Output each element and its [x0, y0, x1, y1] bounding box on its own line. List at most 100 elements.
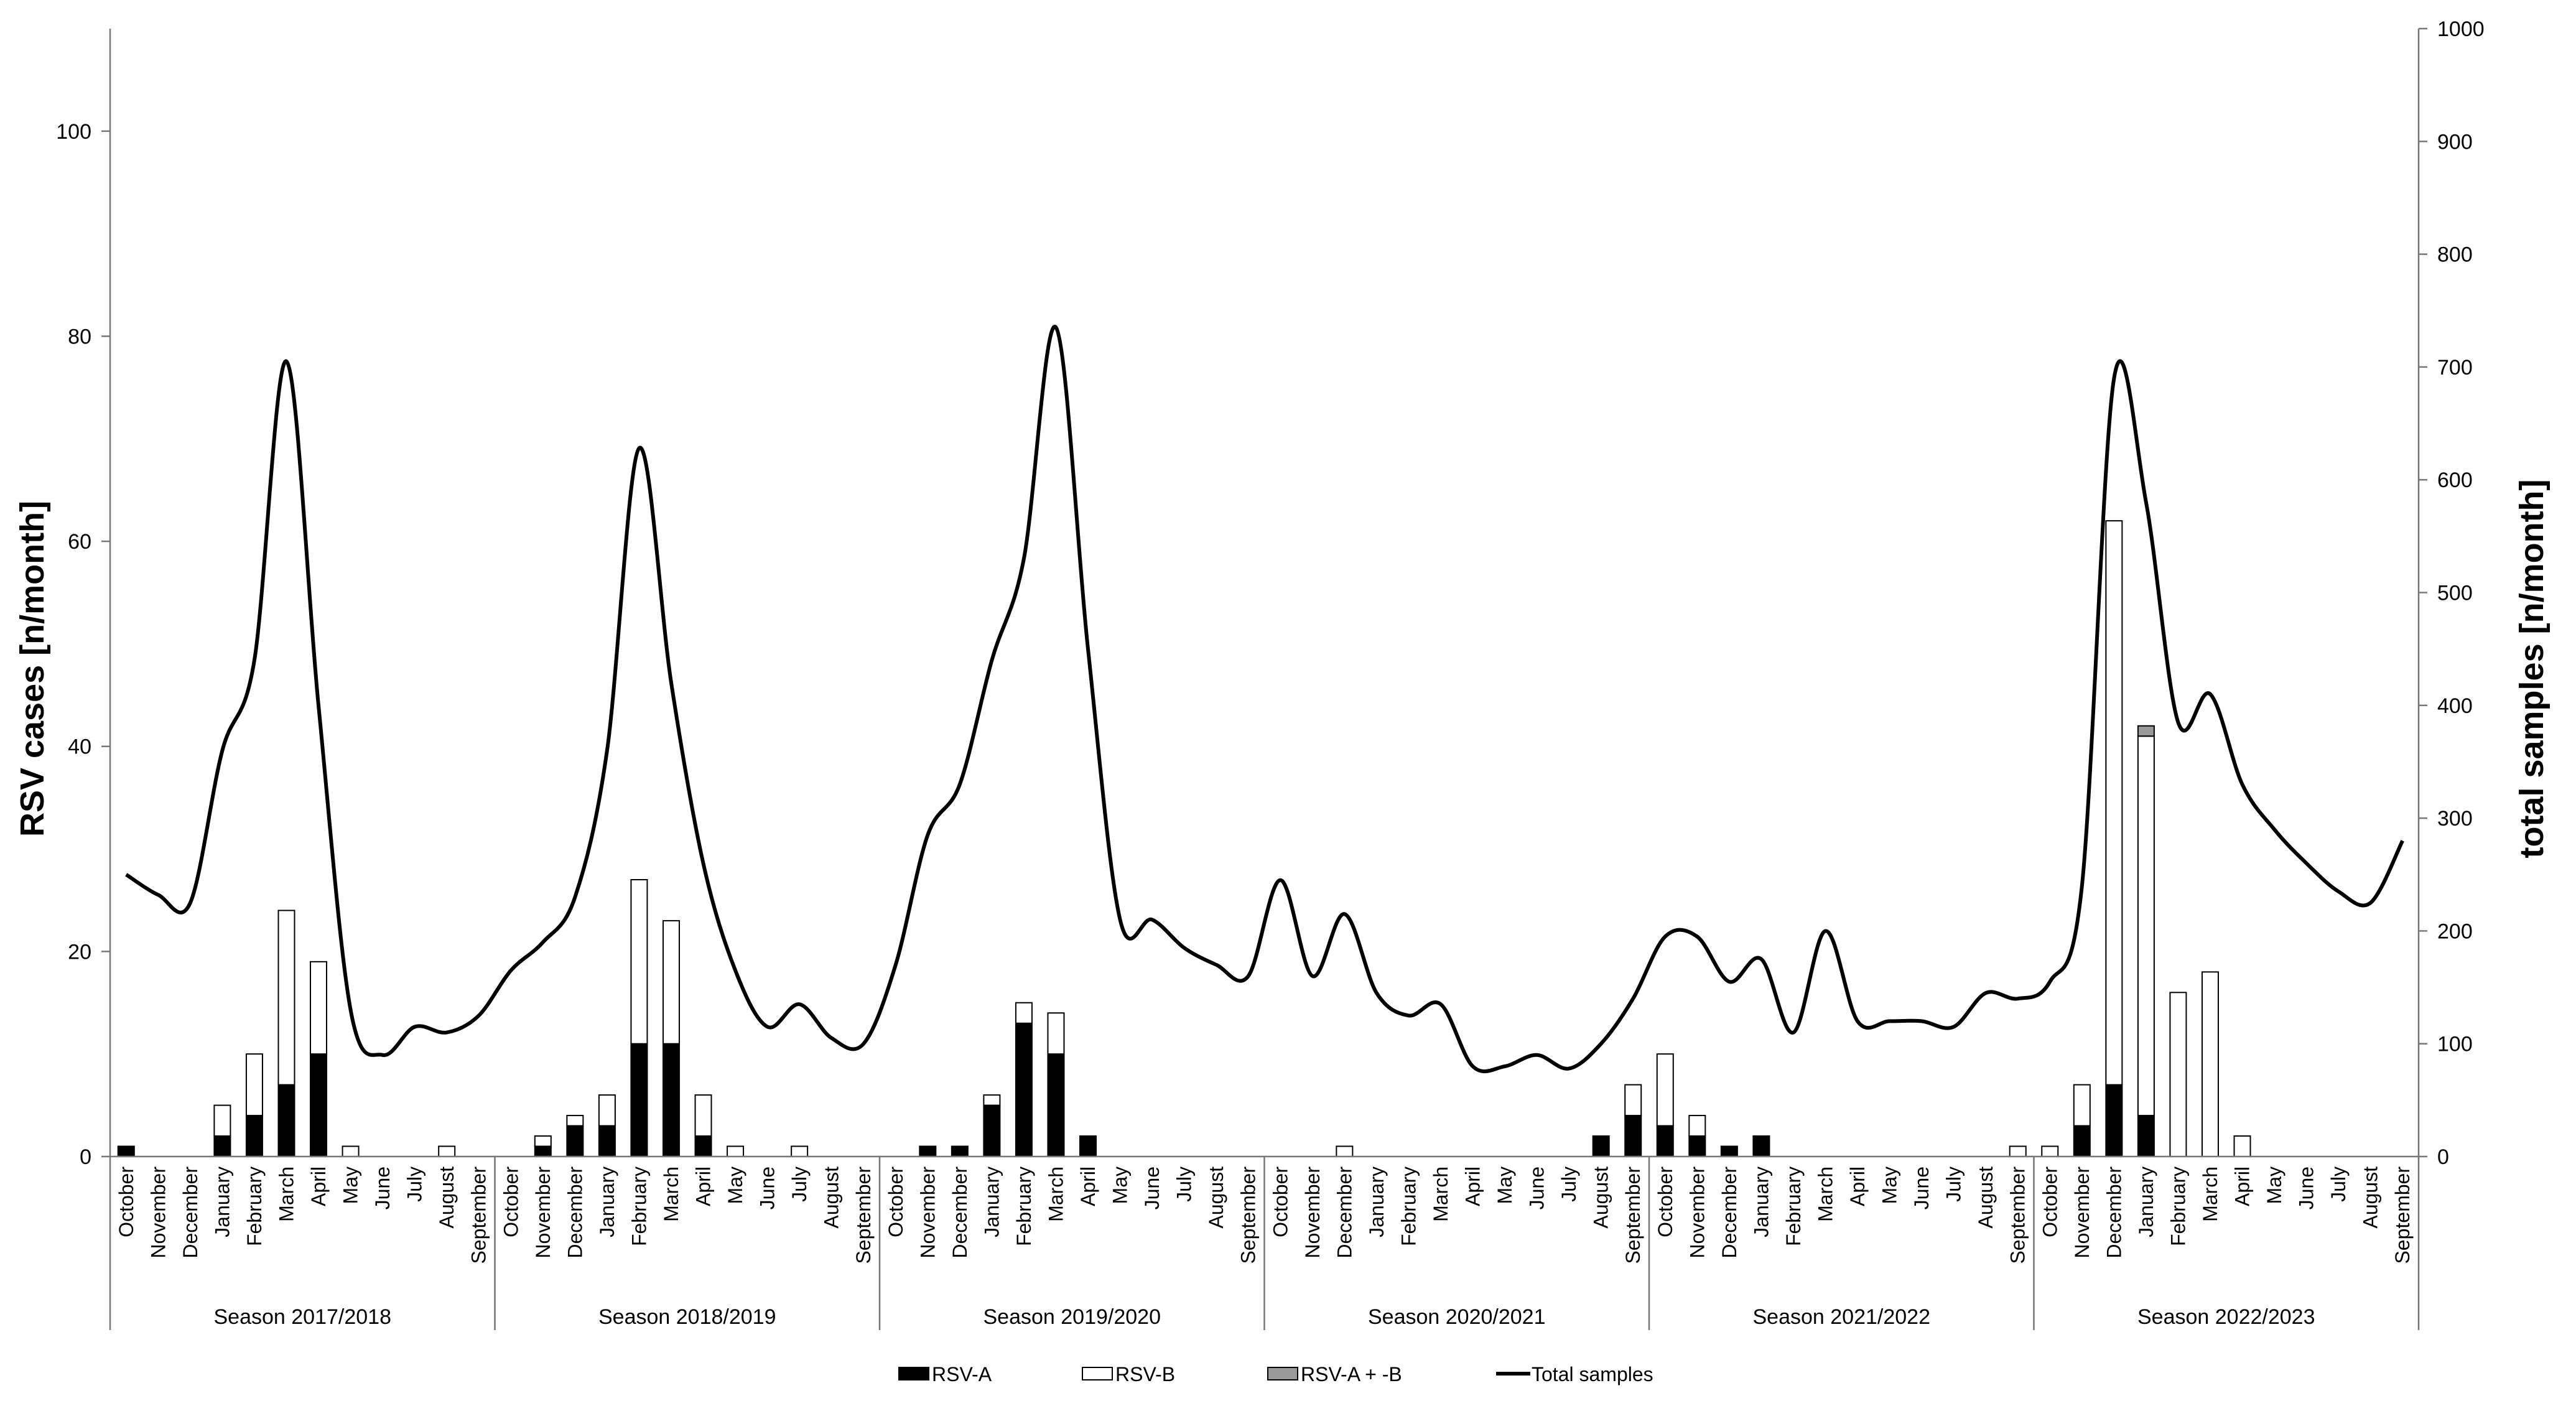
y-right-tick-label: 700 [2437, 356, 2473, 379]
month-tick-label: December [564, 1166, 586, 1259]
month-tick-label: September [2391, 1166, 2414, 1264]
season-label: Season 2018/2019 [598, 1305, 776, 1329]
bar-rsv-b [245, 1053, 263, 1117]
bar-rsv-b [791, 1145, 809, 1158]
bar-rsv-a [1688, 1135, 1706, 1158]
month-tick-label: May [1879, 1166, 1901, 1204]
month-tick-label: April [307, 1166, 330, 1206]
y-right-tick-label: 0 [2437, 1145, 2449, 1169]
month-tick-label: April [2231, 1166, 2254, 1206]
y-axis-right-title: total samples [n/month] [2513, 479, 2550, 858]
month-tick-label: February [243, 1166, 266, 1246]
month-tick-label: February [2167, 1166, 2189, 1246]
bar-rsv-a [534, 1145, 552, 1158]
month-tick-label: May [340, 1166, 362, 1204]
season-label: Season 2019/2020 [983, 1305, 1161, 1329]
bar-rsv-a [1720, 1145, 1738, 1158]
y-axis-left-title: RSV cases [n/month] [14, 501, 51, 837]
bar-rsv-b [694, 1094, 712, 1137]
y-right-tick-label: 100 [2437, 1033, 2473, 1056]
y-left-tick-label: 40 [68, 735, 91, 759]
bar-rsv-a [2137, 1115, 2155, 1158]
y-right-tick-label: 400 [2437, 694, 2473, 718]
month-tick-label: August [1205, 1166, 1227, 1229]
bar-rsv-a [1624, 1115, 1642, 1158]
bar-rsv-a [277, 1084, 295, 1158]
bar-rsv-a [2073, 1125, 2091, 1158]
y-left-tick-label: 60 [68, 530, 91, 554]
month-tick-label: November [1301, 1166, 1324, 1259]
season-label: Season 2020/2021 [1368, 1305, 1545, 1329]
bar-rsv-a [662, 1043, 680, 1157]
bar-rsv-a [1015, 1022, 1033, 1157]
chart-bars [117, 520, 2251, 1158]
month-tick-label: November [916, 1166, 939, 1259]
bar-rsv-a [1079, 1135, 1097, 1158]
month-tick-label: January [2135, 1166, 2157, 1237]
bar-rsv-b [598, 1094, 616, 1127]
month-tick-label: October [115, 1166, 137, 1237]
bar-rsv-b [2041, 1145, 2059, 1158]
month-tick-label: December [949, 1166, 971, 1259]
bar-rsv-b [1656, 1053, 1674, 1127]
bar-rsv-b [1047, 1012, 1065, 1055]
y-left-tick-label: 20 [68, 940, 91, 964]
month-tick-label: January [980, 1166, 1003, 1237]
month-tick-label: December [1718, 1166, 1741, 1259]
season-label: Season 2021/2022 [1753, 1305, 1930, 1329]
bar-rsv-b [1015, 1002, 1033, 1024]
month-tick-label: June [1141, 1166, 1163, 1209]
month-tick-label: January [211, 1166, 233, 1237]
y-right-tick-label: 900 [2437, 130, 2473, 154]
month-tick-label: May [1494, 1166, 1516, 1204]
month-tick-label: November [532, 1166, 554, 1259]
bar-rsv-b [1624, 1084, 1642, 1117]
month-tick-label: April [692, 1166, 715, 1206]
bar-rsv-a [566, 1125, 584, 1158]
month-tick-label: October [1654, 1166, 1676, 1237]
bar-rsv-b [2169, 992, 2187, 1157]
chart-legend: RSV-A RSV-B RSV-A + -B Total samples [898, 1363, 1653, 1385]
month-tick-label: January [1365, 1166, 1388, 1237]
bar-rsv-b [566, 1115, 584, 1127]
month-tick-label: June [1910, 1166, 1933, 1209]
bar-rsv-a-b [2137, 725, 2155, 737]
bar-rsv-a [245, 1115, 263, 1158]
bar-rsv-a [1656, 1125, 1674, 1158]
bar-rsv-a [1047, 1053, 1065, 1157]
month-tick-label: June [756, 1166, 779, 1209]
bar-rsv-a [310, 1053, 328, 1157]
y-right-tick-label: 800 [2437, 243, 2473, 267]
month-tick-label: June [371, 1166, 394, 1209]
legend-label-rsv-ab: RSV-A + -B [1301, 1363, 1402, 1385]
month-tick-label: March [1430, 1166, 1452, 1222]
bar-rsv-b [534, 1135, 552, 1147]
bar-rsv-a [1592, 1135, 1610, 1158]
month-tick-label: August [2360, 1166, 2382, 1229]
legend-swatch-rsv-ab [1267, 1367, 1298, 1380]
bar-rsv-b [2201, 971, 2219, 1157]
legend-label-rsv-a: RSV-A [932, 1363, 992, 1385]
month-tick-label: November [2071, 1166, 2093, 1259]
bar-rsv-b [662, 919, 680, 1045]
month-tick-label: May [724, 1166, 746, 1204]
month-tick-label: September [2007, 1166, 2029, 1264]
y-left-tick-label: 0 [80, 1145, 91, 1169]
month-tick-label: October [885, 1166, 907, 1237]
month-tick-label: October [500, 1166, 522, 1237]
month-tick-label: June [1526, 1166, 1548, 1209]
bar-rsv-a [983, 1104, 1001, 1158]
month-tick-label: June [2295, 1166, 2318, 1209]
legend-label-rsv-b: RSV-B [1115, 1363, 1175, 1385]
month-tick-label: February [1013, 1166, 1035, 1246]
total-samples-line [125, 325, 2404, 1074]
month-tick-label: July [1558, 1166, 1580, 1202]
chart-line-layer [125, 325, 2404, 1074]
y-right-tick-label: 200 [2437, 919, 2473, 943]
bar-rsv-b [2105, 520, 2123, 1086]
y-right-tick-label: 600 [2437, 468, 2473, 492]
bar-rsv-b [1336, 1145, 1354, 1158]
month-tick-label: February [1397, 1166, 1420, 1246]
legend-label-total-samples: Total samples [1532, 1363, 1653, 1385]
month-tick-label: October [1269, 1166, 1291, 1237]
